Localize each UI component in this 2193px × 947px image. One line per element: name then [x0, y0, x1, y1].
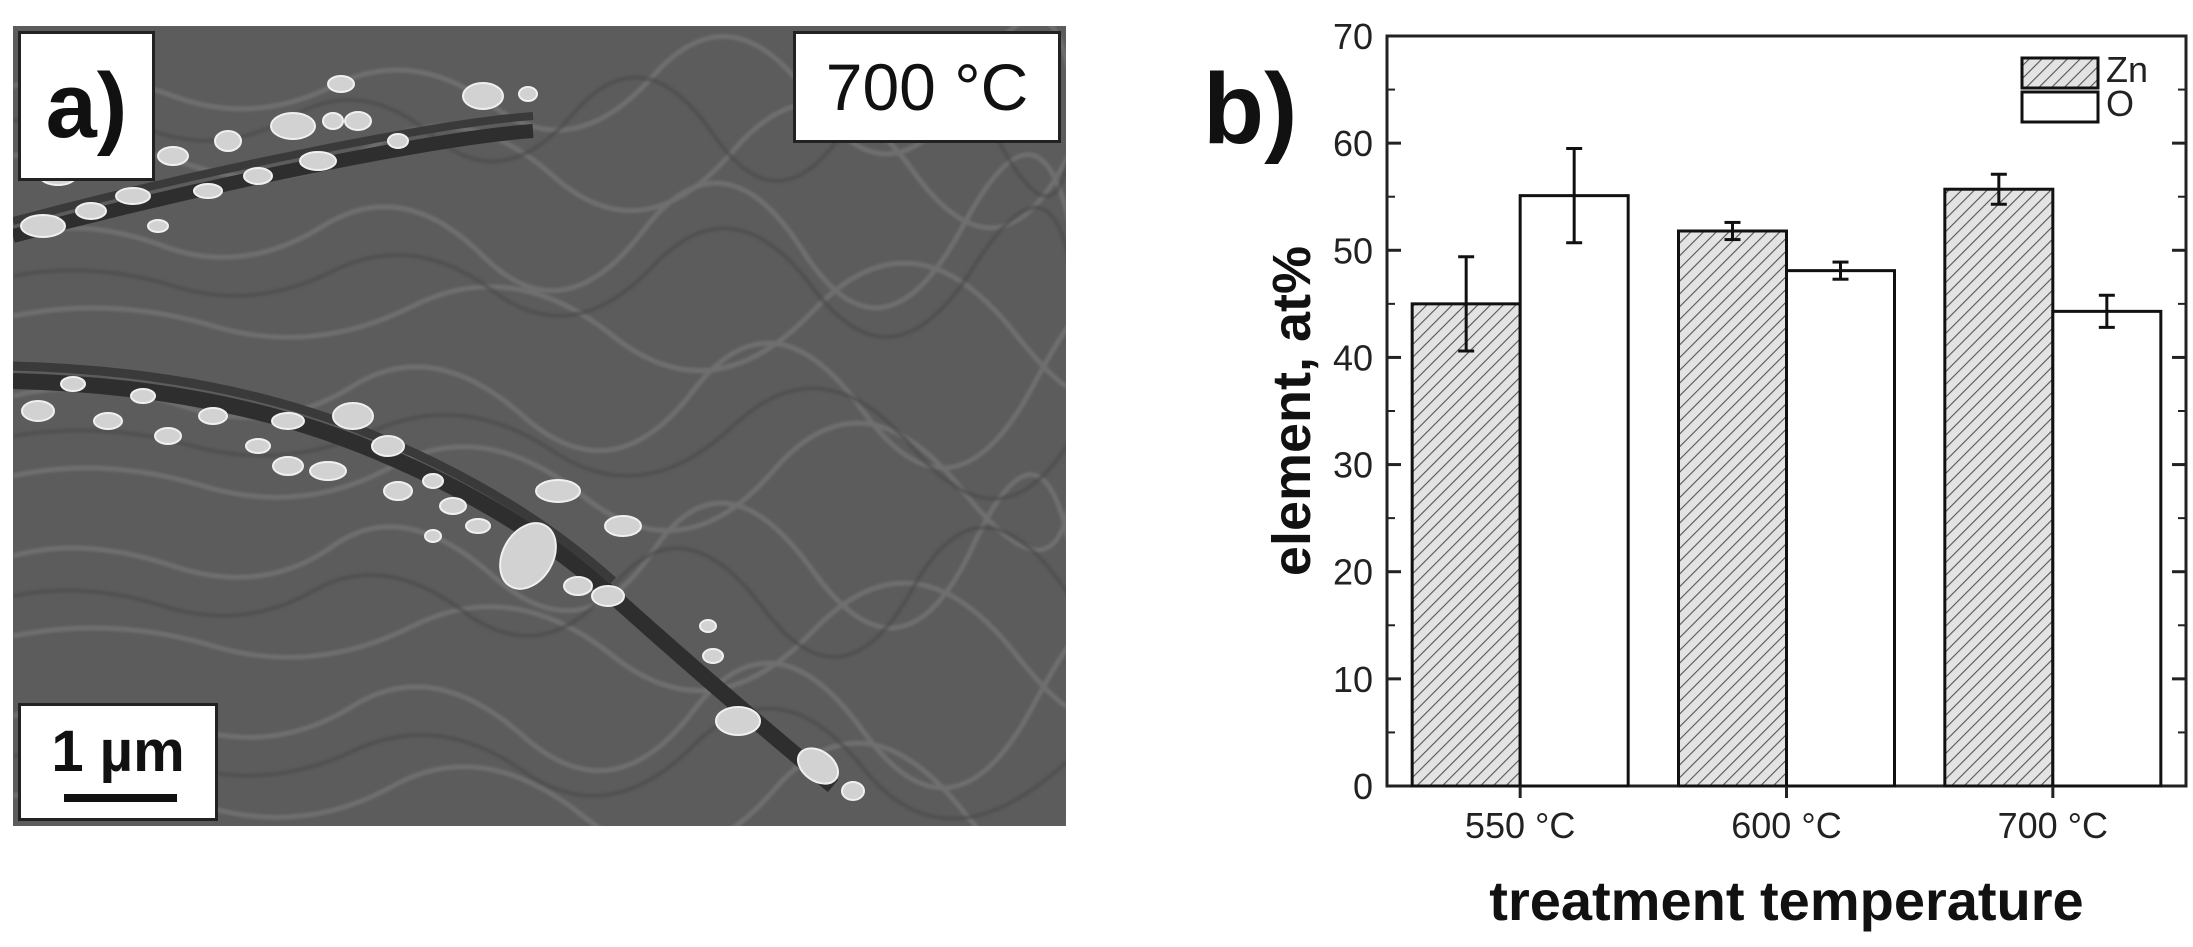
y-tick-label: 40	[1333, 337, 1373, 378]
legend-swatch-zn	[2020, 56, 2100, 90]
temperature-label: 700 °C	[793, 31, 1061, 143]
scale-bar-label: 1 µm	[51, 719, 185, 784]
y-axis-title: element, at%	[1262, 246, 1322, 576]
x-tick-label: 550 °C	[1465, 805, 1575, 846]
legend-label-zn: Zn	[2106, 49, 2148, 90]
panel-b-label: b)	[1203, 53, 1298, 165]
sem-texture	[13, 26, 1066, 826]
y-tick-label: 10	[1333, 659, 1373, 700]
y-tick-label: 70	[1333, 16, 1373, 57]
x-tick-label: 600 °C	[1731, 805, 1841, 846]
y-tick-label: 30	[1333, 445, 1373, 486]
x-axis-title: treatment temperature	[1489, 869, 2083, 932]
bar-zn-1	[1677, 229, 1788, 788]
y-tick-label: 0	[1353, 766, 1373, 807]
bar-zn-0	[1410, 302, 1522, 788]
scale-bar-box: 1 µm	[18, 703, 218, 821]
y-tick-label: 20	[1333, 552, 1373, 593]
legend-swatch-o	[2020, 90, 2100, 124]
panel-a-label: a)	[18, 31, 155, 181]
sem-micrograph: a) 700 °C 1 µm	[13, 26, 1066, 826]
particle-chain-upper	[13, 75, 538, 243]
y-tick-label: 60	[1333, 123, 1373, 164]
bar-o-0	[1518, 194, 1630, 788]
x-tick-label: 700 °C	[1998, 805, 2108, 846]
bar-o-1	[1785, 269, 1896, 788]
bar-o-2	[2051, 309, 2163, 788]
scale-bar	[64, 794, 177, 802]
legend-label-o: O	[2106, 83, 2134, 124]
y-tick-label: 50	[1333, 230, 1373, 271]
particle-chain-lower	[13, 361, 865, 801]
bar-zn-2	[1943, 187, 2055, 788]
